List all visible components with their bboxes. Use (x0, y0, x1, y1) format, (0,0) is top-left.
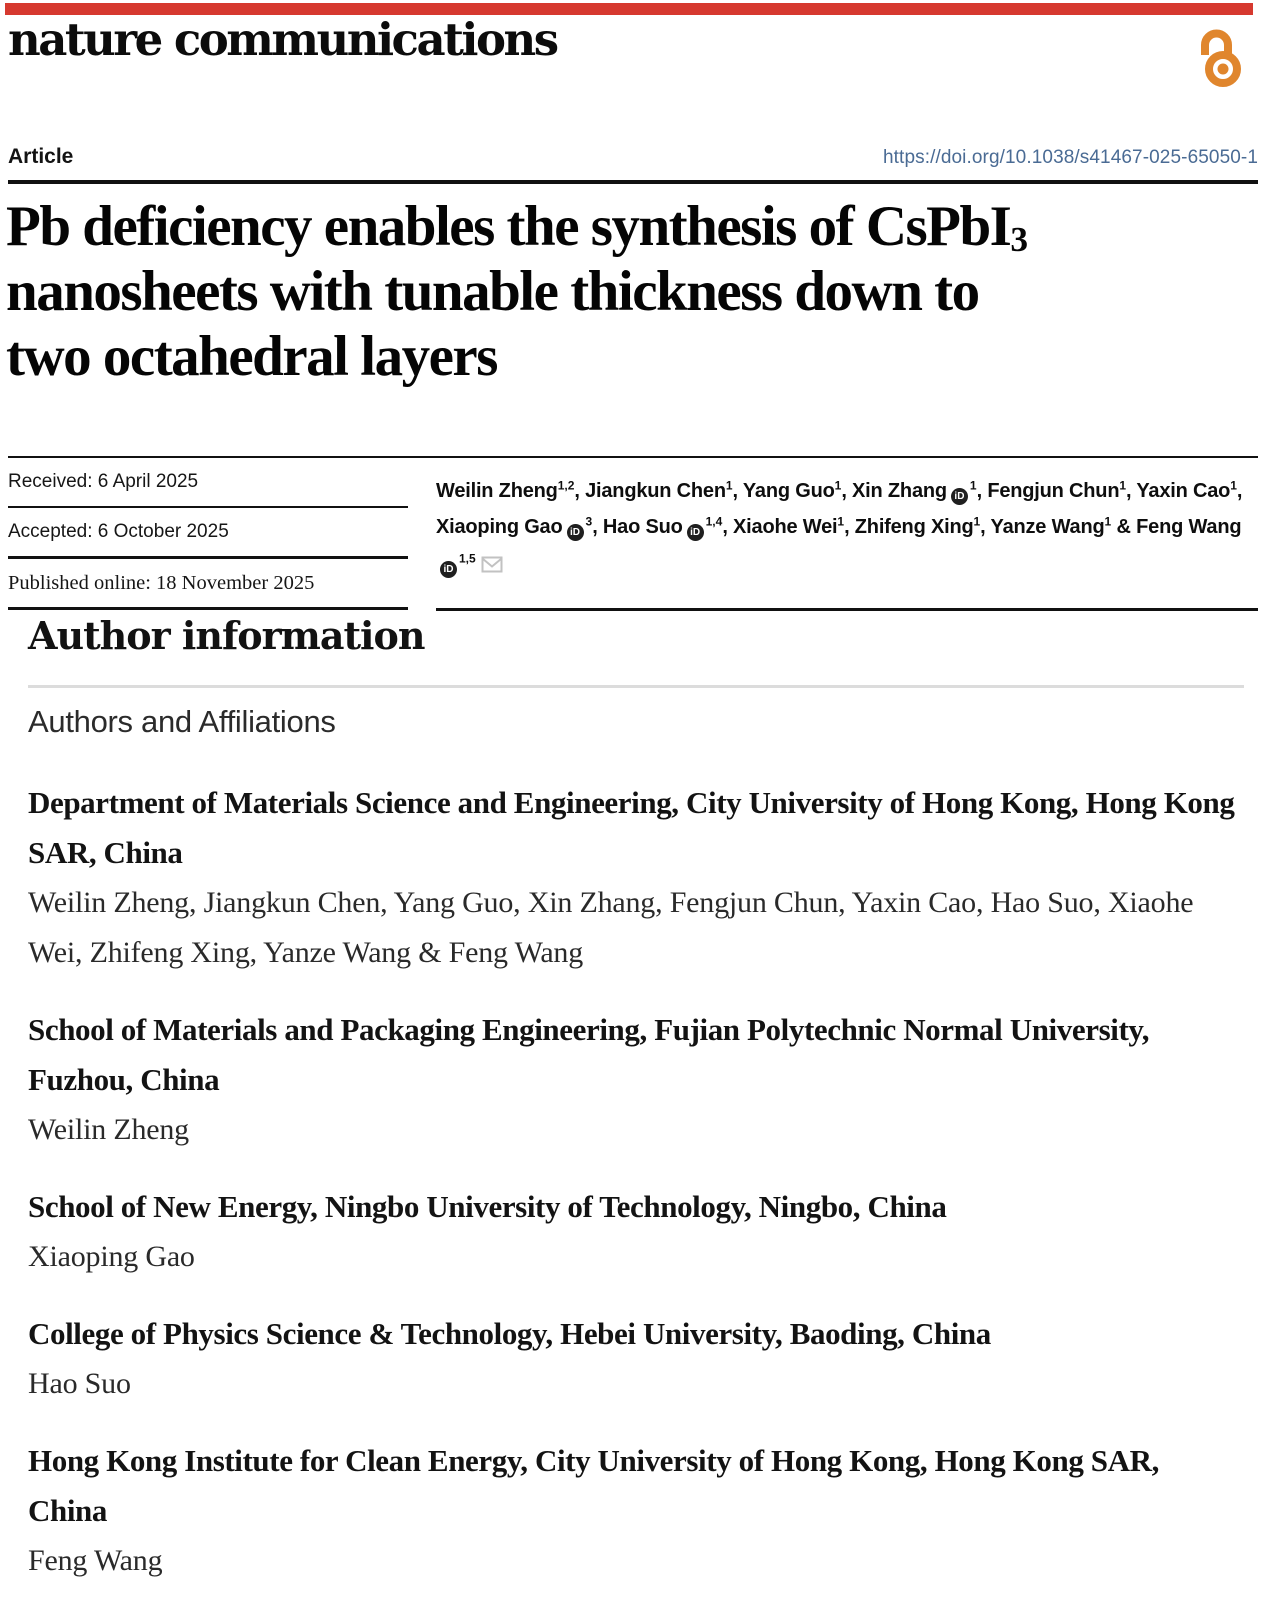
envelope-icon[interactable] (481, 556, 503, 573)
title-line-1: Pb deficiency enables the synthesis of C… (6, 195, 1012, 258)
article-meta-row: Article https://doi.org/10.1038/s41467-0… (8, 145, 1258, 169)
affiliation-institution: Department of Materials Science and Engi… (28, 785, 1235, 870)
affiliation-block: College of Physics Science & Technology,… (28, 1309, 1244, 1409)
orcid-icon[interactable]: iD (566, 524, 584, 542)
orcid-icon[interactable]: iD (440, 560, 457, 578)
affiliation-block: Department of Materials Science and Engi… (28, 778, 1244, 978)
title-divider (8, 180, 1258, 184)
affiliation-institution: School of Materials and Packaging Engine… (28, 1012, 1150, 1097)
author: Jiangkun Chen1, (585, 478, 743, 502)
authors-affiliations-subheading: Authors and Affiliations (28, 704, 336, 739)
affiliation-institution: Hong Kong Institute for Clean Energy, Ci… (28, 1443, 1159, 1528)
author-information-heading: Author information (28, 613, 425, 658)
affiliation-block: School of Materials and Packaging Engine… (28, 1005, 1244, 1155)
doi-link[interactable]: https://doi.org/10.1038/s41467-025-65050… (883, 147, 1258, 168)
author: Yang Guo1, (742, 478, 853, 502)
section-divider (28, 685, 1244, 688)
author: & Feng WangiD1,5 (436, 516, 1242, 578)
affiliation-authors: Xiaoping Gao (28, 1240, 195, 1273)
journal-logo[interactable]: nature communications (8, 13, 559, 66)
affiliation-authors: Weilin Zheng (28, 1113, 189, 1146)
affiliation-authors: Weilin Zheng, Jiangkun Chen, Yang Guo, X… (28, 886, 1194, 969)
received-date: Received: 6 April 2025 (8, 458, 408, 508)
open-access-icon (1201, 29, 1241, 87)
brand-accent-bar (5, 3, 1253, 15)
author-information-section: Author information Authors and Affiliati… (28, 612, 1244, 1586)
orcid-icon[interactable]: iD (686, 524, 704, 542)
published-date: Published online: 18 November 2025 (8, 559, 408, 610)
title-subscript: 3 (1010, 220, 1028, 260)
author: Zhifeng Xing1, (854, 514, 991, 539)
history-top-divider (8, 456, 1258, 458)
affiliation-authors: Hao Suo (28, 1367, 131, 1400)
affiliation-authors: Feng Wang (28, 1544, 163, 1577)
article-title: Pb deficiency enables the synthesis of C… (6, 194, 1260, 389)
title-line-2: nanosheets with tunable thickness down t… (6, 260, 980, 323)
author: Yaxin Cao1, (1136, 478, 1243, 502)
author: Xin Zhang iD1, (852, 478, 987, 505)
author: Fengjun Chun1, (987, 478, 1137, 502)
author: Yanze Wang1 (990, 514, 1112, 539)
affiliation-block: Hong Kong Institute for Clean Energy, Ci… (28, 1436, 1244, 1586)
author-list: Weilin Zheng1,2, Jiangkun Chen1, Yang Gu… (436, 470, 1259, 580)
affiliation-block: School of New Energy, Ningbo University … (28, 1182, 1244, 1282)
affiliation-institution: School of New Energy, Ningbo University … (28, 1189, 947, 1224)
title-line-3: two octahedral layers (6, 325, 498, 388)
author: Xiaohe Wei1, (733, 514, 855, 539)
author: Hao Suo iD1,4, (603, 515, 733, 542)
author: Weilin Zheng1,2, (436, 478, 586, 502)
accepted-date: Accepted: 6 October 2025 (8, 508, 408, 559)
author: Xiaoping Gao iD3, (436, 515, 603, 542)
affiliation-institution: College of Physics Science & Technology,… (28, 1316, 991, 1351)
article-type-label: Article (8, 145, 74, 168)
article-history: Received: 6 April 2025 Accepted: 6 Octob… (8, 458, 408, 610)
orcid-icon[interactable]: iD (950, 487, 968, 505)
author-list-divider (436, 608, 1258, 611)
